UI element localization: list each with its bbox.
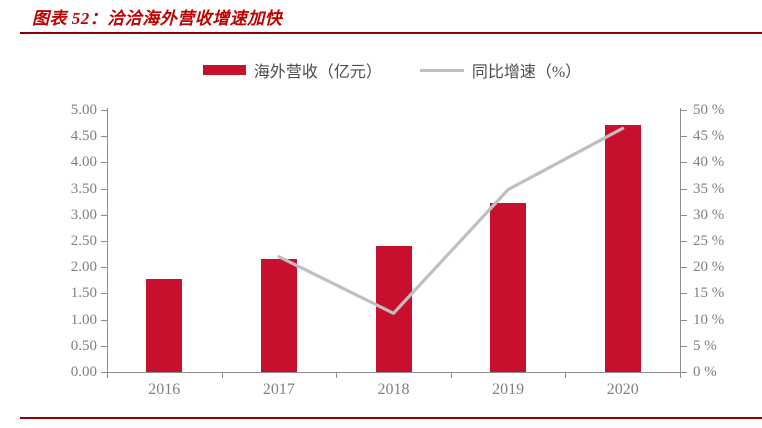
y-axis-right-tick: [681, 188, 687, 190]
bar-series-swatch: [202, 65, 246, 75]
y-axis-left-label: 2.50: [70, 233, 97, 249]
x-axis-tick: [221, 372, 223, 378]
legend-label-revenue: 海外营收（亿元）: [253, 64, 382, 81]
bar-2019: [490, 202, 527, 372]
y-axis-left-label: 3.00: [70, 206, 97, 223]
x-axis-label-2017: 2017: [262, 381, 295, 398]
x-axis-tick: [565, 372, 567, 378]
y-axis-right-tick: [681, 241, 687, 242]
y-axis-left-label: 1.50: [70, 285, 97, 302]
y-axis-left-tick: [101, 293, 107, 295]
y-axis-right-label: 45 %: [693, 128, 725, 145]
y-axis-right-tick: [681, 293, 687, 295]
y-axis-left-tick: [101, 267, 107, 269]
y-axis-left-tick: [101, 319, 107, 321]
bar-2016: [146, 279, 183, 372]
y-axis-left-tick: [101, 110, 107, 111]
y-axis-left-label: 4.00: [70, 154, 97, 171]
y-axis-left-tick: [101, 241, 107, 242]
growth-line: [277, 126, 625, 315]
y-axis-left-label: 1.00: [70, 311, 97, 328]
bar-2018: [375, 245, 412, 372]
y-axis-right-label: 50 %: [693, 102, 725, 118]
y-axis-right-label: 5 %: [693, 337, 717, 354]
y-axis-left-label: 0.00: [70, 364, 97, 380]
figure-title: 图表 52：洽洽海外营收增速加快: [32, 9, 283, 28]
y-axis-right-tick: [681, 372, 687, 373]
legend-item-revenue: 海外营收（亿元）: [202, 58, 382, 82]
y-axis-right-label: 10 %: [693, 311, 725, 328]
x-axis-label-2018: 2018: [377, 381, 410, 398]
y-axis-left-tick: [101, 214, 107, 216]
legend-label-growth: 同比增速（%）: [471, 64, 582, 81]
y-axis-left-label: 4.50: [70, 128, 97, 145]
y-axis-right-label: 0 %: [693, 364, 717, 380]
bar-2017: [260, 258, 297, 372]
y-axis-right-line: [680, 108, 681, 373]
x-axis-label-2016: 2016: [148, 381, 181, 398]
y-axis-right-tick: [681, 345, 687, 347]
chart-legend: 海外营收（亿元） 同比增速（%）: [22, 58, 762, 82]
y-axis-right-label: 20 %: [693, 259, 725, 276]
y-axis-left-tick: [101, 188, 107, 190]
bar-2020: [604, 124, 641, 372]
y-axis-right-label: 15 %: [693, 285, 725, 302]
line-series-swatch: [419, 68, 464, 72]
y-axis-left-tick: [101, 162, 107, 164]
y-axis-right-tick: [681, 162, 687, 164]
legend-item-growth: 同比增速（%）: [419, 58, 582, 82]
figure-bottom-rule: [20, 417, 762, 419]
y-axis-right-tick: [681, 319, 687, 321]
y-axis-left-line: [107, 108, 108, 373]
y-axis-left-label: 3.50: [70, 180, 97, 197]
y-axis-left-tick: [101, 345, 107, 347]
y-axis-left-label: 0.50: [70, 337, 97, 354]
x-axis-tick: [450, 372, 452, 378]
x-axis-label-2020: 2020: [606, 381, 639, 398]
x-axis-line: [106, 372, 681, 373]
y-axis-left-label: 5.00: [70, 102, 97, 118]
x-axis-tick: [107, 372, 108, 378]
y-axis-right-label: 40 %: [693, 154, 725, 171]
title-underline: [20, 32, 762, 34]
y-axis-left-tick: [101, 136, 107, 138]
y-axis-right-label: 35 %: [693, 180, 725, 197]
y-axis-right-label: 25 %: [693, 233, 725, 249]
y-axis-left-label: 2.00: [70, 259, 97, 276]
y-axis-right-tick: [681, 267, 687, 269]
y-axis-right-tick: [681, 110, 687, 111]
y-axis-right-tick: [681, 214, 687, 216]
x-axis-label-2019: 2019: [492, 381, 525, 398]
y-axis-right-label: 30 %: [693, 206, 725, 223]
x-axis-tick: [336, 372, 338, 378]
y-axis-left-tick: [101, 372, 107, 373]
x-axis-tick: [680, 372, 681, 378]
y-axis-right-tick: [681, 136, 687, 138]
